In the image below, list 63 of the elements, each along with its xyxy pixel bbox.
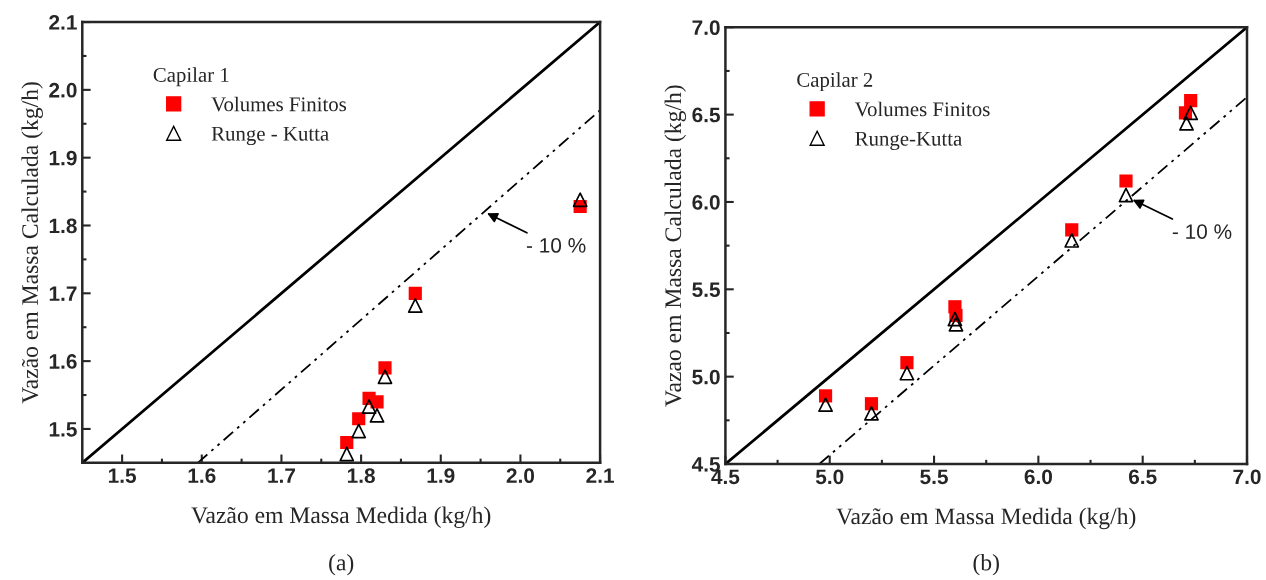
point bbox=[1065, 223, 1079, 237]
point bbox=[1064, 232, 1080, 248]
point bbox=[948, 316, 964, 332]
point bbox=[339, 446, 355, 462]
point bbox=[1179, 115, 1194, 131]
x-tick-label: 1.5 bbox=[108, 468, 137, 483]
point bbox=[947, 311, 963, 327]
x-tick-label: 2.1 bbox=[586, 468, 614, 483]
x-tick-label: 1.7 bbox=[268, 468, 296, 483]
legend-label: Volumes Finitos bbox=[854, 101, 990, 117]
x-tick-label: 5.0 bbox=[815, 469, 844, 485]
point bbox=[1119, 174, 1133, 188]
x-axis-title: Vazão em Massa Medida (kg/h) bbox=[191, 506, 491, 529]
point bbox=[361, 399, 377, 414]
point bbox=[340, 435, 354, 450]
point bbox=[351, 423, 367, 439]
x-tick-label: 7.0 bbox=[1233, 469, 1261, 485]
point bbox=[864, 397, 879, 411]
point bbox=[900, 356, 914, 370]
legend-label: Runge-Kutta bbox=[855, 131, 962, 151]
y-axis-title: Vazão em Massa Calculada (kg/h) bbox=[21, 82, 43, 404]
legend-title: Capilar 1 bbox=[153, 67, 229, 87]
y-tick-label: 1.5 bbox=[49, 422, 77, 437]
x-tick-label: 1.6 bbox=[188, 468, 216, 483]
y-tick-label: 5.5 bbox=[692, 282, 720, 298]
legend-label: Runge - Kutta bbox=[211, 126, 329, 146]
y-tick-label: 1.8 bbox=[49, 218, 77, 234]
text: (a) bbox=[329, 553, 354, 576]
annotation: - 10 % bbox=[526, 238, 586, 253]
point bbox=[1183, 105, 1199, 121]
text: (b) bbox=[973, 553, 999, 576]
point bbox=[369, 407, 385, 423]
point bbox=[818, 397, 833, 413]
annotation: - 10 % bbox=[1172, 224, 1232, 239]
y-tick-label: 6.0 bbox=[692, 194, 720, 210]
y-tick-label: 1.6 bbox=[49, 354, 77, 369]
y-tick-label: 7.0 bbox=[692, 20, 720, 36]
y-tick-label: 6.5 bbox=[692, 107, 720, 123]
legend-title: Capilar 2 bbox=[797, 72, 873, 92]
point bbox=[864, 405, 879, 421]
point bbox=[352, 412, 366, 426]
point bbox=[1118, 187, 1134, 203]
x-tick-label: 1.9 bbox=[427, 468, 455, 483]
x-tick-label: 2.0 bbox=[506, 468, 535, 483]
x-tick-label: 1.8 bbox=[347, 468, 375, 483]
point bbox=[377, 369, 393, 385]
x-axis-title: Vazão em Massa Medida (kg/h) bbox=[836, 507, 1136, 530]
y-tick-label: 1.7 bbox=[49, 286, 77, 301]
point bbox=[572, 192, 588, 208]
y-tick-label: 5.0 bbox=[692, 369, 720, 385]
point bbox=[1184, 94, 1198, 108]
y-tick-label: 2.1 bbox=[49, 15, 77, 30]
point bbox=[899, 365, 915, 381]
y-tick-label: 2.0 bbox=[49, 82, 77, 98]
x-tick-label: 6.5 bbox=[1128, 469, 1157, 485]
y-tick-label: 1.9 bbox=[49, 150, 77, 166]
y-axis-title: Vazao em Massa Calculada (kg/h) bbox=[664, 85, 687, 407]
x-tick-label: 5.5 bbox=[920, 469, 948, 485]
x-tick-label: 6.0 bbox=[1024, 469, 1052, 485]
point bbox=[370, 395, 384, 409]
point bbox=[408, 286, 422, 300]
legend-label: Volumes Finitos bbox=[211, 96, 347, 112]
point bbox=[407, 298, 423, 313]
